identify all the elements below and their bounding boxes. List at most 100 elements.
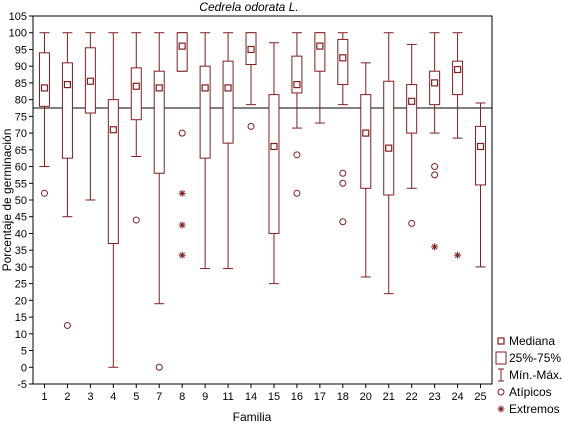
median-marker (316, 42, 324, 50)
median-marker (132, 82, 140, 90)
x-tick-label: 18 (337, 391, 349, 403)
iqr-box (314, 32, 326, 72)
legend-median: Mediana (497, 334, 555, 348)
median-marker (293, 80, 301, 89)
y-tick-label: 80 (15, 95, 27, 107)
y-axis-label: Porcentaje de germinación (0, 129, 14, 272)
x-tick-label: 3 (87, 391, 93, 403)
x-tick-label: 5 (133, 391, 139, 403)
iqr-box (268, 94, 280, 234)
legend-label: Extremos (509, 402, 560, 416)
x-tick-label: 25 (474, 391, 486, 403)
outlier-point (339, 218, 347, 226)
iqr-box (61, 62, 73, 159)
legend-outlier: Atípicos (497, 385, 552, 399)
y-tick-label: 10 (15, 329, 27, 341)
y-tick-label: 0 (21, 362, 27, 374)
median-marker (431, 79, 439, 87)
extreme-stroke (454, 252, 461, 259)
extreme-point (178, 251, 186, 259)
box-group-23 (429, 32, 441, 251)
median-marker (201, 84, 209, 92)
legend-label: Mediana (509, 334, 555, 348)
box-group-14 (245, 32, 257, 130)
x-tick-label: 20 (360, 391, 372, 403)
box-group-25 (475, 102, 487, 268)
y-tick-label: 90 (15, 61, 27, 73)
legend-whisker: Mín.-Máx. (498, 368, 562, 382)
y-tick-label: 95 (15, 44, 27, 56)
x-tick-label: 8 (179, 391, 185, 403)
box-group-15 (268, 42, 280, 285)
y-tick-label: -5 (17, 379, 27, 391)
outlier-point (247, 122, 255, 130)
box-group-7 (153, 32, 165, 371)
y-tick-label: 5 (21, 346, 27, 358)
outlier-point (293, 151, 301, 159)
box-group-1 (38, 32, 50, 197)
median-marker (155, 84, 163, 92)
x-tick-label: 4 (110, 391, 116, 403)
y-tick-label: 15 (15, 312, 27, 324)
y-tick-label: 35 (15, 245, 27, 257)
y-tick-label: 75 (15, 111, 27, 123)
box-group-5 (130, 32, 142, 224)
y-tick-label: 55 (15, 178, 27, 190)
box-group-16 (291, 32, 303, 197)
iqr-box (406, 84, 418, 134)
median-marker (224, 84, 232, 92)
iqr-box (222, 60, 234, 144)
plot-frame (32, 15, 493, 385)
box-group-20 (360, 62, 372, 278)
legend: Mediana 25%-75% Mín.-Máx. Atípicos Extremos (495, 334, 562, 416)
chart-title: Cedrela odorata L. (199, 0, 298, 14)
extreme-stroke (179, 190, 185, 197)
median-marker (178, 42, 186, 50)
outlier-point (132, 216, 140, 224)
box-group-4 (107, 32, 119, 368)
y-tick-label: 50 (15, 195, 27, 207)
x-tick-label: 7 (156, 391, 162, 403)
legend-symbol (498, 406, 504, 412)
legend-symbol (495, 351, 507, 365)
iqr-box (153, 70, 165, 174)
y-tick-label: 45 (15, 212, 27, 224)
box-group-24 (452, 32, 464, 259)
x-tick-label: 21 (383, 391, 395, 403)
outlier-point (431, 163, 439, 171)
iqr-box (130, 67, 142, 121)
y-tick-label: 40 (15, 228, 27, 240)
median-marker (109, 126, 117, 134)
extreme-stroke (179, 252, 185, 259)
iqr-box (176, 32, 188, 72)
x-tick-label: 9 (202, 391, 208, 403)
iqr-box (475, 125, 487, 186)
outlier-point (178, 129, 186, 137)
iqr-box (84, 47, 96, 114)
legend-symbol (497, 388, 505, 396)
plot-area: -505101520253035404550556065707580859095… (9, 11, 493, 403)
x-tick-label: 23 (429, 391, 441, 403)
x-tick-label: 24 (451, 391, 463, 403)
iqr-box (291, 55, 303, 94)
iqr-box (38, 52, 50, 107)
outlier-point (63, 321, 71, 329)
outlier-point (339, 179, 347, 187)
y-tick-label: 60 (15, 162, 27, 174)
extreme-point (431, 243, 439, 251)
extreme-stroke (431, 244, 438, 250)
x-tick-label: 22 (406, 391, 418, 403)
median-marker (86, 77, 94, 85)
legend-box: 25%-75% (495, 351, 561, 365)
iqr-box (383, 80, 395, 196)
median-marker (270, 142, 278, 151)
outlier-point (339, 169, 347, 177)
outlier-point (431, 171, 439, 179)
median-marker (63, 80, 72, 89)
x-tick-label: 17 (314, 391, 326, 403)
y-tick-label: 65 (15, 145, 27, 157)
x-tick-label: 1 (41, 391, 47, 403)
box-group-8 (176, 32, 188, 259)
extreme-point (178, 189, 186, 197)
